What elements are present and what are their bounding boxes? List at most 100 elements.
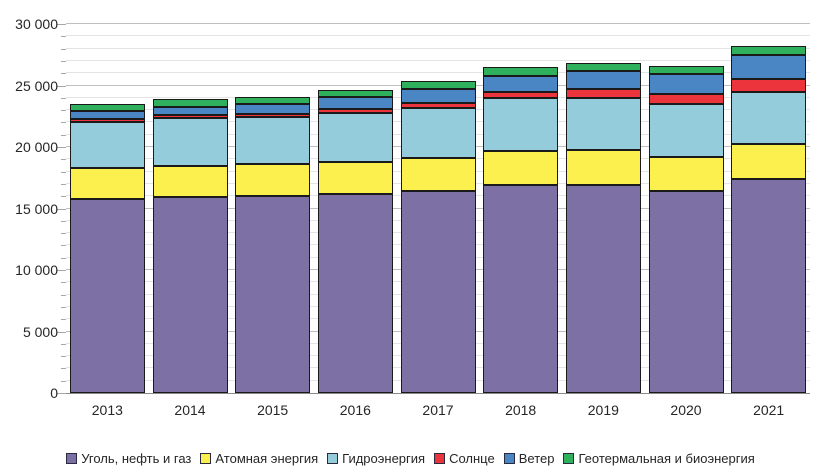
y-axis-minor-tick — [61, 171, 66, 173]
y-axis-minor-tick — [61, 134, 66, 136]
y-axis-minor-tick — [61, 183, 66, 185]
bar-segment — [648, 103, 724, 158]
y-axis-minor-tick — [61, 122, 66, 124]
plot-area — [66, 23, 810, 394]
bar-segment — [69, 122, 145, 168]
legend-item-label: Ветер — [518, 451, 555, 466]
bar-segment — [317, 89, 393, 98]
bar-segment — [565, 98, 641, 151]
y-axis-minor-tick — [61, 233, 66, 235]
y-axis-minor-tick — [61, 48, 66, 50]
legend-swatch-icon — [66, 453, 78, 464]
bar-segment — [648, 190, 724, 393]
x-axis-label: 2015 — [257, 402, 289, 418]
bar-2020 — [648, 65, 724, 393]
y-axis-minor-tick — [61, 343, 66, 345]
x-axis-label: 2020 — [670, 402, 702, 418]
legend-swatch-icon — [563, 453, 575, 464]
legend-item-label: Геотермальная и биоэнергия — [578, 451, 755, 466]
legend-swatch-icon — [503, 453, 515, 464]
bar-2017 — [400, 80, 476, 393]
bar-segment — [648, 157, 724, 191]
y-axis-minor-tick — [61, 60, 66, 62]
bar-2018 — [483, 67, 559, 393]
y-axis-tick-label: 30 000 — [15, 16, 58, 32]
y-axis-minor-tick — [61, 306, 66, 308]
y-axis-tick-label: 5 000 — [22, 323, 58, 340]
bar-segment — [565, 150, 641, 186]
legend-swatch-icon — [327, 453, 339, 464]
y-axis-minor-tick — [61, 319, 66, 321]
bar-segment — [731, 91, 807, 144]
gridline-minor — [66, 59, 810, 61]
bar-segment — [235, 116, 311, 164]
bar-segment — [400, 88, 476, 103]
bar-segment — [235, 163, 311, 196]
bar-segment — [400, 158, 476, 191]
bar-segment — [235, 104, 311, 114]
x-axis-label: 2016 — [339, 402, 371, 418]
bar-segment — [152, 115, 228, 119]
bar-segment — [483, 75, 559, 92]
bar-segment — [317, 113, 393, 163]
bar-segment — [565, 70, 641, 90]
bar-segment — [648, 65, 724, 74]
gridline-minor — [66, 35, 810, 37]
y-axis-minor-tick — [61, 368, 66, 370]
legend-item: Солнце — [434, 451, 495, 466]
legend-swatch-icon — [434, 453, 446, 464]
bar-2021 — [731, 45, 807, 393]
gridline-major — [66, 23, 810, 24]
bar-segment — [69, 198, 145, 393]
x-axis-label: 2017 — [422, 402, 454, 418]
legend-item-label: Солнце — [449, 451, 495, 466]
bar-segment — [731, 178, 807, 393]
bar-segment — [152, 197, 228, 393]
y-axis-major-tick — [57, 393, 66, 394]
legend-item: Уголь, нефть и газ — [66, 451, 191, 466]
x-axis-label: 2021 — [753, 402, 785, 418]
legend-item-label: Атомная энергия — [215, 451, 319, 466]
bar-segment — [317, 108, 393, 114]
x-axis-label: 2013 — [91, 402, 123, 418]
y-axis-minor-tick — [61, 245, 66, 247]
y-axis-minor-tick — [61, 380, 66, 382]
y-axis-tick-label: 10 000 — [15, 262, 58, 278]
bar-segment — [483, 67, 559, 76]
y-axis-minor-tick — [61, 196, 66, 198]
y-axis-major-tick — [57, 85, 66, 87]
bar-segment — [731, 45, 807, 56]
bar-segment — [565, 89, 641, 99]
bar-segment — [483, 91, 559, 99]
bar-segment — [235, 195, 311, 393]
bar-segment — [400, 80, 476, 89]
gridline-minor — [66, 72, 810, 74]
legend: Уголь, нефть и газ Атомная энергия Гидроэн… — [0, 451, 821, 466]
y-axis-major-tick — [57, 270, 66, 271]
y-axis-minor-tick — [61, 36, 66, 38]
bar-segment — [731, 55, 807, 79]
bar-segment — [731, 143, 807, 179]
y-axis-major-tick — [57, 331, 66, 333]
bar-segment — [69, 111, 145, 120]
bar-segment — [731, 78, 807, 92]
bar-segment — [565, 62, 641, 71]
bar-segment — [152, 118, 228, 167]
y-axis-major-tick — [57, 208, 66, 210]
bar-segment — [400, 108, 476, 159]
bar-segment — [69, 119, 145, 123]
x-axis-label: 2019 — [587, 402, 619, 418]
legend-item: Ветер — [503, 451, 555, 466]
y-axis-tick-label: 0 — [50, 385, 58, 401]
bar-segment — [400, 190, 476, 393]
bar-segment — [400, 102, 476, 109]
y-axis-minor-tick — [61, 73, 66, 75]
x-axis-label: 2014 — [174, 402, 206, 418]
bar-segment — [235, 113, 311, 117]
y-axis-minor-tick — [61, 159, 66, 161]
bar-segment — [152, 106, 228, 116]
y-axis-minor-tick — [61, 356, 66, 358]
bar-segment — [317, 162, 393, 195]
bar-segment — [483, 150, 559, 185]
